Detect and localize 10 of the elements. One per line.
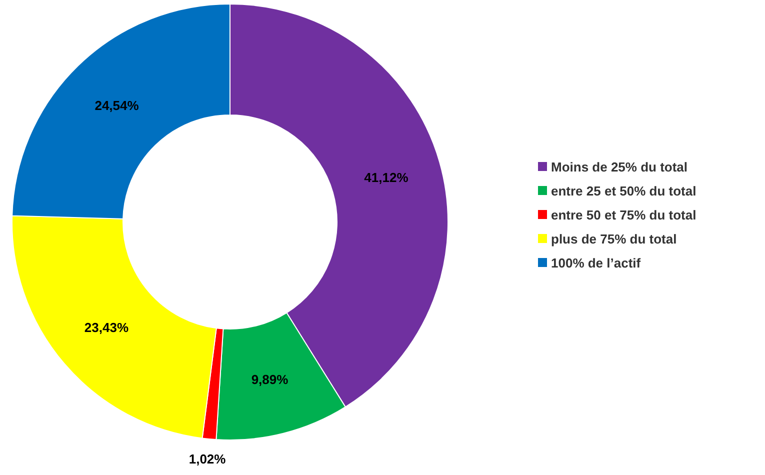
data-label: 9,89% [251,372,289,388]
data-label: 41,12% [364,170,409,185]
legend-label: 100% de l’actif [551,256,642,270]
legend-label: plus de 75% du total [551,232,677,246]
data-label: 23,43% [84,320,129,336]
data-label: 1,02% [188,451,226,466]
data-label: 24,54% [94,98,140,113]
legend-label: Moins de 25% du total [551,160,688,174]
legend-label: entre 50 et 75% du total [551,208,696,222]
legend-label: entre 25 et 50% du total [551,184,696,198]
